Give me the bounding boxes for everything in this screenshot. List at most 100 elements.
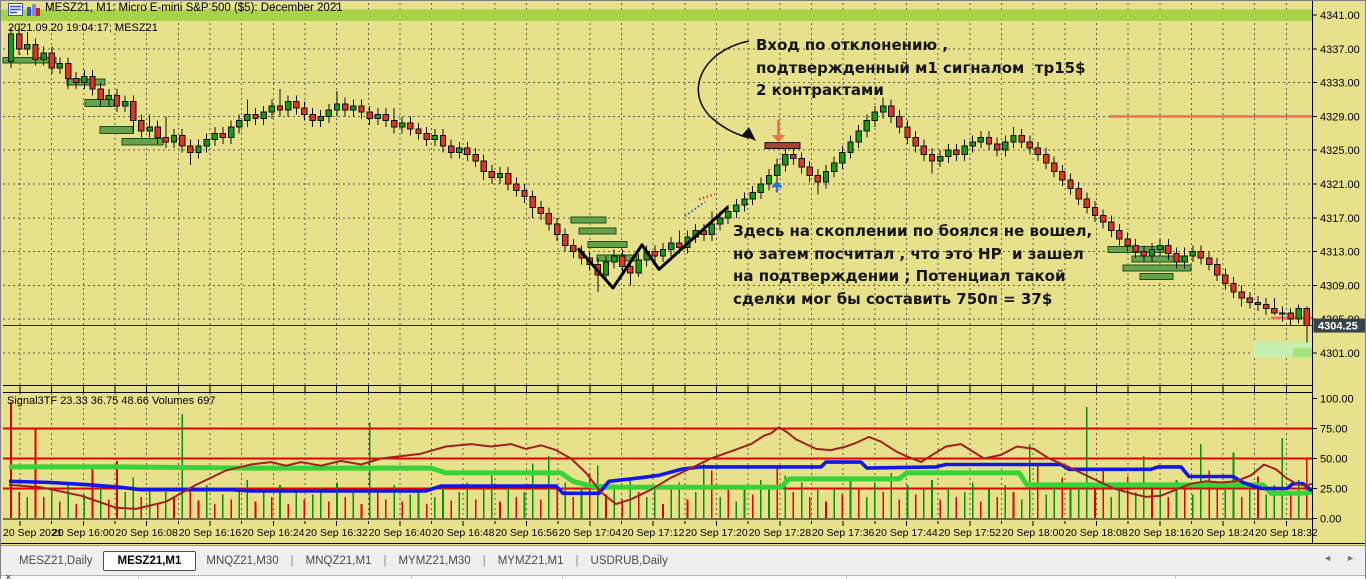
candle-body	[1010, 134, 1017, 143]
candle-body	[855, 130, 862, 143]
entry-price-bar	[764, 142, 801, 150]
candle-body	[464, 147, 471, 155]
candle-body	[790, 153, 797, 160]
candle-body	[961, 145, 968, 155]
candle-body	[24, 44, 31, 50]
price-tick-label: 4333.00	[1320, 78, 1360, 90]
candle-body	[415, 128, 422, 134]
candle-body	[610, 255, 618, 263]
candle-body	[1181, 255, 1188, 263]
candle-body	[1091, 206, 1099, 217]
candle-body	[301, 107, 308, 115]
candle-body	[431, 134, 439, 141]
candle-body	[879, 105, 887, 113]
accumulation-box	[1139, 273, 1174, 281]
candle-body	[651, 251, 659, 257]
candle-body	[782, 153, 789, 166]
candle-body	[1173, 253, 1180, 263]
candle-body	[244, 113, 251, 122]
price-axis[interactable]: 4341.00 4337.00 4333.00 4329.00 4325.00 4321.…	[1312, 10, 1366, 360]
candle-body	[1165, 244, 1172, 255]
chart-plot[interactable]: 4341.00 4337.00 4333.00 4329.00 4325.00 4321.…	[1, 1, 1366, 544]
panel-column-divider	[138, 576, 139, 579]
candle-body	[1238, 291, 1245, 299]
upper-supply-zone	[1, 9, 1312, 21]
candle-body	[366, 111, 373, 120]
candle-body	[847, 141, 854, 153]
time-tick-label: 20 Sep 18:00	[1002, 527, 1065, 539]
close-icon[interactable]: ✕	[5, 573, 12, 579]
panel-column-divider	[846, 576, 847, 579]
candle-body	[1042, 153, 1050, 164]
candle-body	[1099, 215, 1107, 223]
tab-mymz21-m30[interactable]: MYMZ21,M30	[398, 554, 471, 567]
annotation-line: на подтверждении ; Потенциал такой	[733, 267, 1066, 285]
tab-mnqz21-m1[interactable]: MNQZ21,M1	[305, 554, 372, 567]
candle-body	[15, 33, 23, 50]
tab-scroll-right-icon[interactable]: ►	[1346, 553, 1355, 563]
candle-body	[496, 172, 504, 179]
candle-body	[333, 103, 341, 111]
candle-body	[904, 126, 911, 139]
candle-body	[1034, 147, 1042, 155]
candle-body	[1108, 221, 1115, 232]
candle-body	[822, 170, 830, 183]
candle-body	[765, 175, 773, 185]
candle-body	[1051, 162, 1058, 172]
time-tick-label: 20 Sep 16:32	[305, 527, 368, 539]
candle-body	[912, 137, 919, 147]
candle-body	[1189, 251, 1196, 257]
candle-body	[81, 75, 88, 84]
time-tick-label: 20 Sep 16:56	[495, 527, 558, 539]
candle-body	[382, 113, 390, 122]
candle-body	[252, 113, 259, 120]
candle-body	[953, 149, 960, 155]
candle-body	[553, 223, 561, 236]
price-tick-label: 4325.00	[1320, 145, 1360, 157]
candle-body	[798, 158, 805, 168]
trade-markers	[684, 119, 801, 217]
annotation-line: Вход по отклонению ,	[756, 36, 949, 54]
candle-body	[1002, 141, 1009, 151]
tab-mesz21-m1[interactable]: MESZ21,M1	[102, 550, 197, 571]
tab-mesz21-daily[interactable]: MESZ21,Daily	[19, 554, 93, 567]
annotation-entry-note: Вход по отклонению , подтвержденный м1 си…	[756, 34, 1086, 102]
annotation-line: сделки мог бы составить 750п = 37$	[733, 289, 1053, 308]
sell-signal-arrow-icon	[771, 135, 786, 143]
tab-mnqz21-m30[interactable]: MNQZ21,M30	[206, 554, 279, 567]
tab-separator: |	[383, 554, 387, 567]
candle-body	[570, 244, 577, 253]
candle-body	[545, 213, 553, 225]
candle-body	[529, 196, 536, 208]
candle-body	[472, 153, 479, 162]
panel-borders	[1, 1, 1365, 544]
candle-body	[480, 160, 487, 172]
candle-body	[1067, 179, 1074, 189]
candle-body	[227, 126, 235, 139]
candle-body	[105, 94, 112, 101]
indicator-tick-label: 75.00	[1320, 424, 1348, 436]
lower-demand-zone-inner	[1293, 347, 1312, 358]
candle-body	[350, 105, 357, 111]
candle-body	[896, 115, 903, 128]
candle-body	[863, 120, 870, 132]
time-tick-label: 20 Sep 16:16	[179, 527, 242, 539]
candle-body	[211, 132, 218, 141]
tab-separator: |	[575, 554, 579, 567]
annotation-missed-trade-note: Здесь на скоплении по боялся не вошел, но…	[733, 220, 1092, 310]
candle-body	[749, 191, 756, 200]
candle-body	[146, 126, 153, 132]
candle-body	[1205, 257, 1213, 265]
signal-line-maroon	[8, 426, 1313, 510]
candle-body	[928, 153, 936, 162]
signal-line-green	[9, 464, 1313, 496]
candle-body	[121, 101, 129, 107]
indicator-tick-label: 0.00	[1320, 514, 1341, 526]
tab-usdrub-daily[interactable]: USDRUB,Daily	[590, 554, 668, 567]
indicator-axis[interactable]: 100.00 75.00 50.00 25.00 0.00	[1312, 394, 1354, 526]
tab-scroll-left-icon[interactable]: ◄	[1323, 553, 1333, 563]
time-tick-label: 20 Sep 18:24	[1192, 527, 1255, 539]
indicator-title: Signal3TF 23.33 36.75 48.66 Volumes 697	[7, 395, 216, 407]
tab-mymz21-m1[interactable]: MYMZ21,M1	[497, 554, 564, 567]
